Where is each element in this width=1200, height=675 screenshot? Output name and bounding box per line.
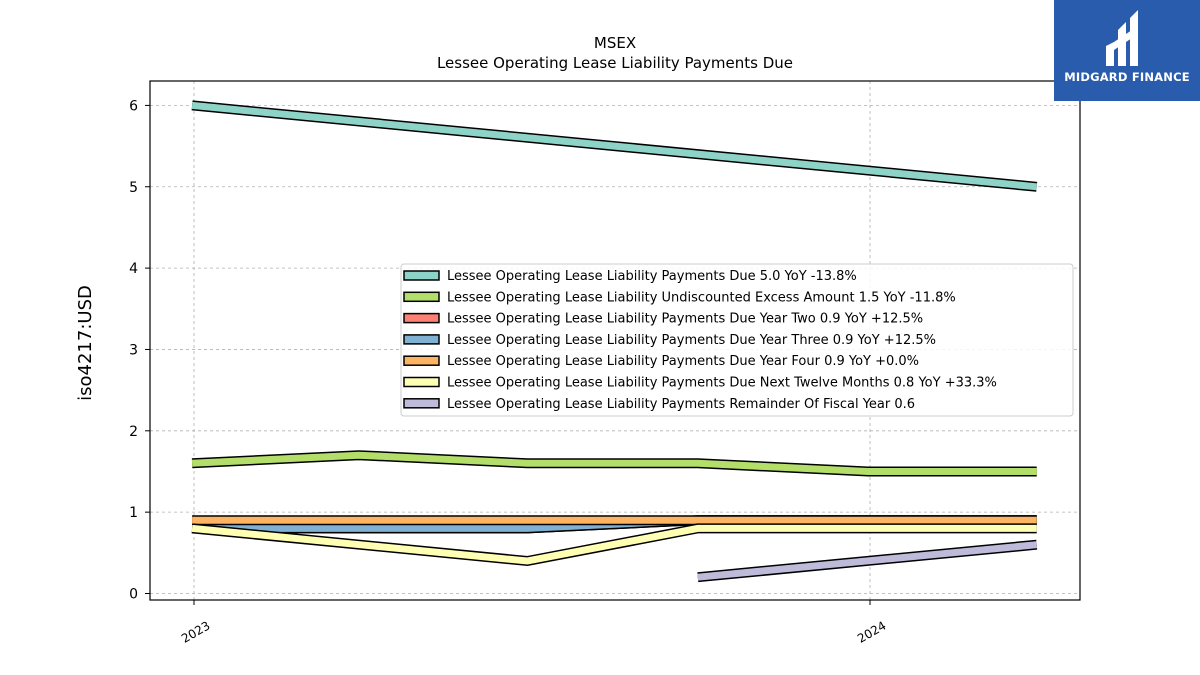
y-tick-label: 4: [129, 261, 138, 277]
legend-entry: Lessee Operating Lease Liability Undisco…: [447, 290, 956, 305]
brand-name: MIDGARD FINANCE: [1064, 70, 1190, 84]
y-tick-label: 6: [129, 98, 138, 114]
legend-swatch: [403, 376, 440, 388]
series-line: [697, 541, 1038, 581]
legend-entry: Lessee Operating Lease Liability Payment…: [447, 354, 919, 369]
legend-entry: Lessee Operating Lease Liability Payment…: [447, 312, 923, 327]
legend-entry: Lessee Operating Lease Liability Payment…: [447, 376, 997, 391]
y-tick-label: 5: [129, 180, 138, 196]
plot-frame: [149, 80, 1081, 601]
series-line: [191, 524, 1037, 565]
x-tick-label: 2024: [855, 618, 888, 645]
y-tick-label: 3: [129, 342, 138, 358]
chart-title: MSEX: [594, 34, 636, 52]
legend-swatch: [403, 398, 440, 409]
series-lines: [191, 100, 1038, 583]
legend-swatch: [403, 334, 440, 345]
brand-logo: MIDGARD FINANCE: [1054, 0, 1200, 101]
y-tick-label: 0: [129, 586, 138, 602]
series-6: [191, 523, 1037, 567]
y-axis-label: iso4217:USD: [75, 285, 96, 401]
legend-box: [400, 263, 1074, 417]
series-line: [191, 101, 1038, 191]
y-tick-label: 1: [129, 505, 138, 521]
chart-subtitle: Lessee Operating Lease Liability Payment…: [437, 54, 793, 72]
series-1: [191, 100, 1038, 192]
series-2: [191, 450, 1037, 477]
brand-mark-icon: [1106, 10, 1138, 66]
legend-swatch: [403, 270, 440, 281]
legend-swatch: [403, 291, 440, 303]
legend-swatch: [403, 355, 440, 366]
legend-entry: Lessee Operating Lease Liability Payment…: [447, 333, 936, 348]
x-tick-label: 2023: [179, 618, 212, 645]
legend-entry: Lessee Operating Lease Liability Payment…: [447, 397, 915, 412]
y-tick-label: 2: [129, 424, 138, 440]
legend-entry: Lessee Operating Lease Liability Payment…: [447, 269, 857, 284]
legend: Lessee Operating Lease Liability Payment…: [400, 263, 1074, 417]
series-line: [191, 451, 1037, 475]
legend-swatch: [403, 312, 440, 324]
series-7: [697, 539, 1038, 583]
